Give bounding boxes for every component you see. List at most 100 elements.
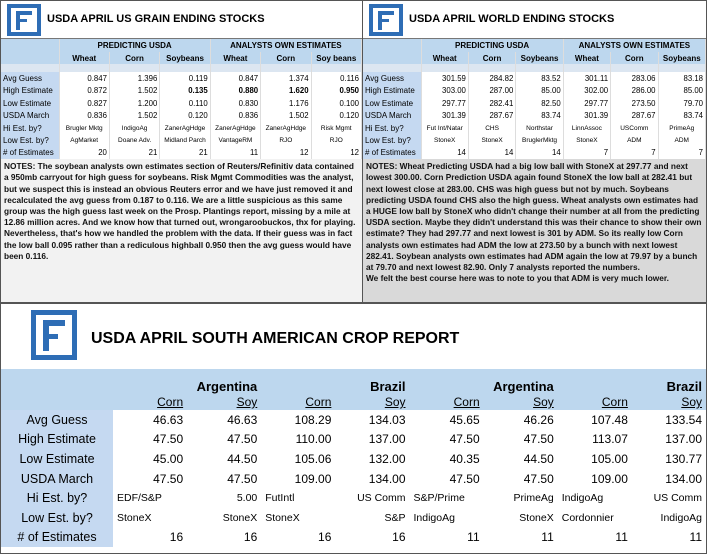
spacer	[210, 64, 262, 73]
cell: Risk Mgmt	[311, 121, 362, 135]
corner	[1, 394, 113, 410]
column-header: Corn	[260, 52, 312, 65]
cell: 1.620	[260, 84, 312, 98]
spacer	[109, 64, 161, 73]
row-label: Avg Guess	[1, 72, 60, 85]
spacer-row	[1, 64, 362, 73]
row-label: Hi Est. by?	[1, 488, 113, 508]
cell: 16	[318, 530, 332, 545]
note-paragraph: NOTES: The soybean analysts own estimate…	[4, 161, 356, 261]
crop-table: Argentina Brazil Argentina Brazil Corn Soy Cor…	[1, 369, 706, 548]
column-header: Soy beans	[311, 52, 362, 65]
cell: 7	[563, 146, 612, 160]
stocks-table: PREDICTING USDA ANALYSTS OWN ESTIMATES Whe…	[363, 39, 706, 160]
column-header: Wheat	[563, 52, 612, 65]
cell: 0.120	[311, 109, 362, 122]
cell: 105.06	[294, 451, 332, 466]
cell: IndigoAg	[109, 121, 161, 135]
row: Low Estimate 45.00 44.50 105.06 132.00 40.35 4…	[1, 449, 706, 469]
cell: 16	[169, 530, 184, 545]
us-grain-panel: USDA APRIL US GRAIN ENDING STOCKS PREDIC…	[0, 0, 363, 303]
cell: 14	[468, 146, 517, 160]
cell: IndigoAg	[660, 511, 702, 524]
cell: USComm	[610, 121, 659, 135]
cell: 0.120	[159, 109, 211, 122]
cell: 11	[541, 530, 554, 545]
cell: US Comm	[653, 492, 702, 505]
cell: Cordonnier	[561, 511, 614, 524]
cell: 0.830	[210, 97, 262, 110]
cell: US Comm	[357, 492, 406, 505]
cell: 0.847	[59, 72, 110, 85]
column-header: Corn	[261, 394, 336, 410]
cell: 108.29	[294, 412, 332, 427]
group-header-row: PREDICTING USDA ANALYSTS OWN ESTIMATES	[363, 39, 706, 52]
row: Hi Est. by? EDF/S&P 5.00 FutIntl US Comm S&P/…	[1, 488, 706, 508]
cell: 273.50	[610, 97, 659, 110]
cell: ADM	[610, 134, 659, 147]
panel-title: USDA APRIL WORLD ENDING STOCKS	[409, 13, 615, 25]
row-label: Low Estimate	[363, 97, 422, 110]
column-header: Corn	[409, 394, 484, 410]
cell: Midland Parch	[159, 134, 211, 147]
spacer	[363, 64, 422, 73]
cell: 134.00	[665, 471, 702, 486]
group-header: Argentina	[113, 369, 262, 394]
cell: 109.00	[294, 471, 332, 486]
cell: PrimeAg	[658, 121, 706, 135]
cell: 105.00	[591, 451, 628, 466]
cell: 1.502	[109, 109, 161, 122]
cell: 1.374	[260, 72, 312, 85]
cell: 21	[159, 146, 211, 160]
logo	[369, 4, 403, 36]
cell: AgMarket	[59, 134, 110, 147]
column-header: Soybeans	[515, 52, 564, 65]
column-header: Soybeans	[658, 52, 706, 65]
row: Low Est. by? AgMarket Doane Adv. Midland Pa…	[1, 134, 362, 147]
spacer	[658, 64, 706, 73]
column-header: Wheat	[210, 52, 262, 65]
row-label: # of Estimates	[1, 146, 60, 160]
column-header: Corn	[109, 52, 161, 65]
cell: 286.00	[610, 84, 659, 98]
cell: 283.06	[610, 72, 659, 85]
cell: 47.50	[227, 432, 258, 447]
cell: ADM	[658, 134, 706, 147]
cell: StoneX	[421, 134, 469, 147]
group-header: Brazil	[261, 369, 410, 394]
row-label: Low Estimate	[1, 449, 113, 469]
notes: NOTES: Wheat Predicting USDA had a big l…	[363, 159, 706, 302]
spacer	[260, 64, 312, 73]
row: Low Estimate 297.77 282.41 82.50 297.77 273.5…	[363, 97, 706, 110]
panel-header: USDA APRIL US GRAIN ENDING STOCKS	[1, 1, 362, 39]
spacer	[421, 64, 469, 73]
cell: EDF/S&P	[117, 492, 162, 505]
column-header-row: Corn Soy Corn Soy Corn Soy Corn Soy	[1, 394, 706, 410]
row: Hi Est. by? Brugler Mktg IndigoAg ZanerAgHd…	[1, 121, 362, 135]
spacer	[311, 64, 362, 73]
corner	[1, 39, 60, 52]
cell: 11	[689, 530, 702, 545]
spacer	[1, 64, 60, 73]
cell: StoneX	[222, 511, 258, 524]
note-paragraph: We felt the best course here was to note…	[366, 273, 669, 284]
cell: 82.50	[515, 97, 564, 110]
cell: 46.26	[523, 412, 554, 427]
cell: BruglerMktg	[515, 134, 564, 147]
panel-header: USDA APRIL WORLD ENDING STOCKS	[363, 1, 706, 39]
cell: 7	[658, 146, 706, 160]
cell: 130.77	[665, 451, 702, 466]
cell: 107.48	[591, 412, 628, 427]
cell: 0.836	[59, 109, 110, 122]
cell: 110.00	[295, 432, 332, 447]
cell: Fut Int/Natar	[421, 121, 469, 135]
cell: Northstar	[515, 121, 564, 135]
column-header: Corn	[468, 52, 517, 65]
cell: 1.200	[109, 97, 161, 110]
cell: 16	[243, 530, 258, 545]
row-label: Low Est. by?	[1, 507, 113, 528]
cell: 302.00	[563, 84, 612, 98]
logo	[7, 4, 41, 36]
cell: 303.00	[421, 84, 469, 98]
column-header: Corn	[557, 394, 632, 410]
